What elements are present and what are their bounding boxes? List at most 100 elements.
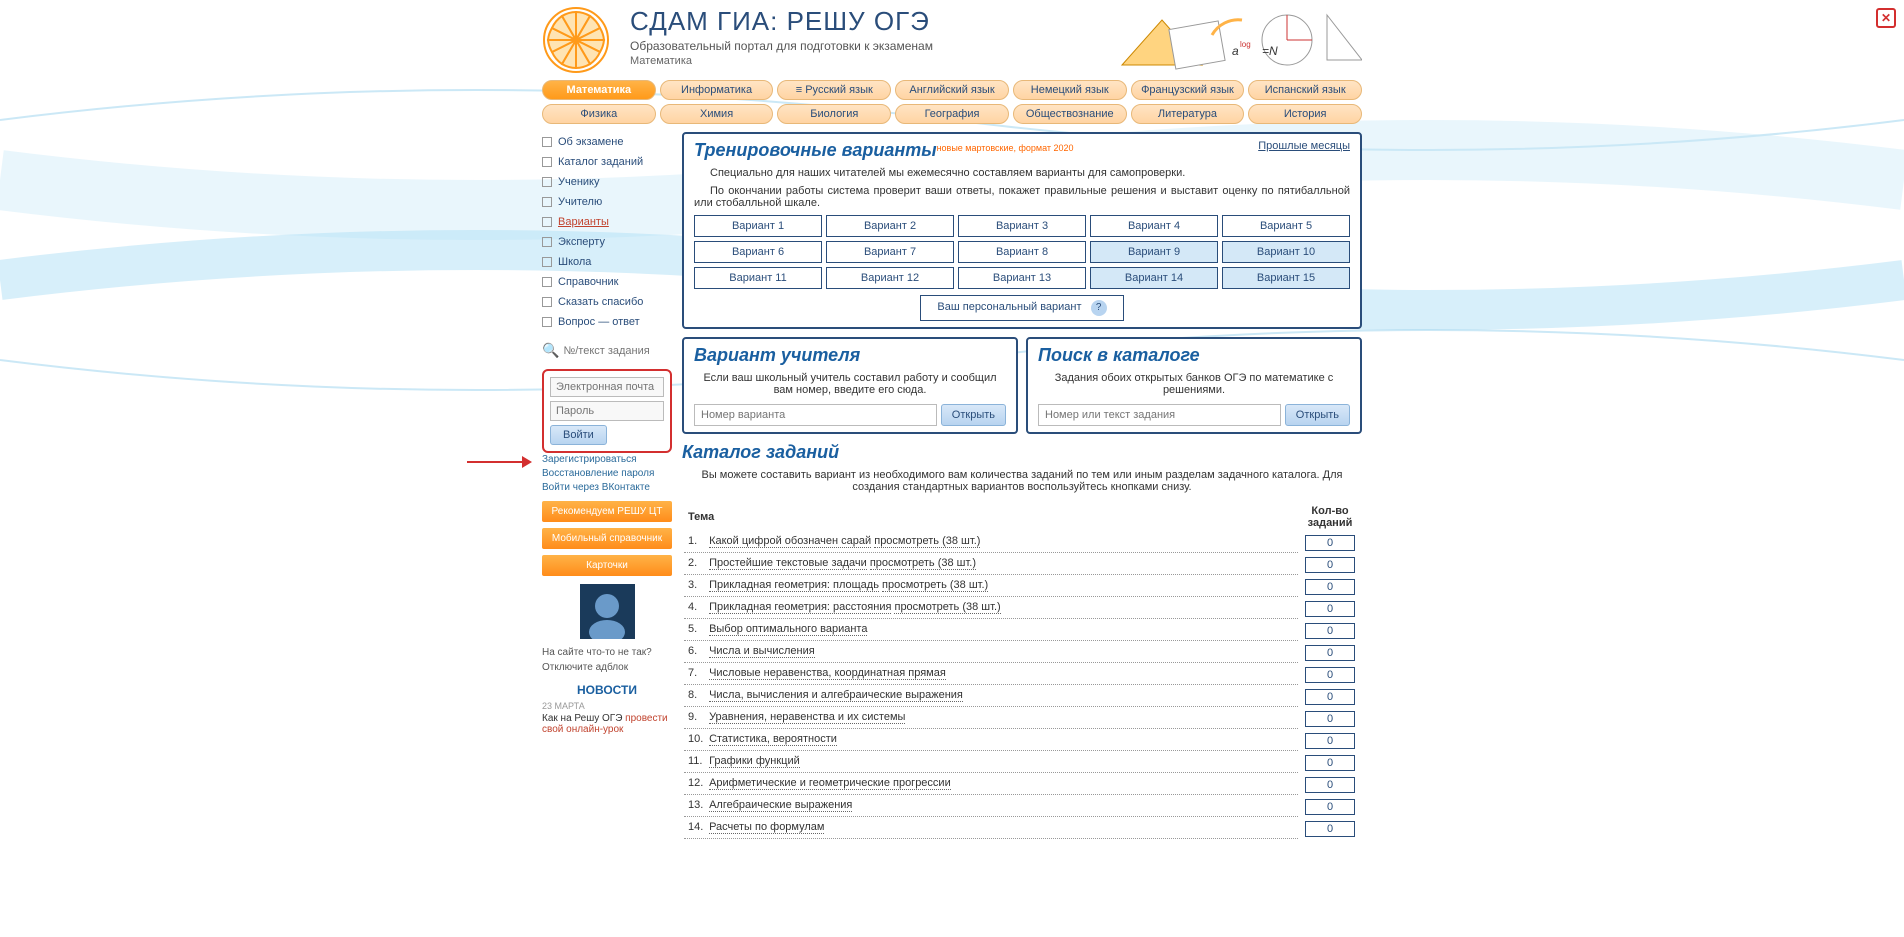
checkbox-icon: [542, 257, 552, 267]
news-item[interactable]: Как на Решу ОГЭ провести свой онлайн-уро…: [542, 713, 672, 735]
variant-button[interactable]: Вариант 10: [1222, 241, 1350, 263]
email-input[interactable]: [550, 377, 664, 397]
catalog-search-button[interactable]: Открыть: [1285, 404, 1350, 426]
topic-link[interactable]: Какой цифрой обозначен сарай: [709, 535, 871, 548]
count-input[interactable]: [1305, 799, 1355, 815]
topic-link[interactable]: Прикладная геометрия: площадь: [709, 579, 879, 592]
count-input[interactable]: [1305, 557, 1355, 573]
nav-tab[interactable]: Французский язык: [1131, 80, 1245, 100]
count-input[interactable]: [1305, 821, 1355, 837]
view-link[interactable]: просмотреть (38 шт.): [874, 535, 980, 548]
teacher-open-button[interactable]: Открыть: [941, 404, 1006, 426]
count-input[interactable]: [1305, 689, 1355, 705]
variant-button[interactable]: Вариант 1: [694, 215, 822, 237]
login-button[interactable]: Войти: [550, 425, 607, 445]
nav-tab[interactable]: Информатика: [660, 80, 774, 100]
nav-tab[interactable]: Физика: [542, 104, 656, 124]
nav-tab[interactable]: Биология: [777, 104, 891, 124]
sidebar-item[interactable]: Варианты: [542, 212, 672, 232]
checkbox-icon: [542, 317, 552, 327]
nav-tab[interactable]: Литература: [1131, 104, 1245, 124]
sidebar-item[interactable]: Ученику: [542, 172, 672, 192]
sidebar-search-input[interactable]: [563, 345, 672, 357]
count-input[interactable]: [1305, 601, 1355, 617]
sidebar-item[interactable]: Вопрос — ответ: [542, 312, 672, 332]
view-link[interactable]: просмотреть (38 шт.): [870, 557, 976, 570]
count-input[interactable]: [1305, 777, 1355, 793]
nav-tab[interactable]: ≡ Русский язык: [777, 80, 891, 100]
variant-button[interactable]: Вариант 13: [958, 267, 1086, 289]
variant-button[interactable]: Вариант 9: [1090, 241, 1218, 263]
search-icon: 🔍: [542, 342, 559, 359]
count-input[interactable]: [1305, 667, 1355, 683]
variant-button[interactable]: Вариант 14: [1090, 267, 1218, 289]
variant-button[interactable]: Вариант 12: [826, 267, 954, 289]
topic-link[interactable]: Арифметические и геометрические прогресс…: [709, 777, 951, 790]
topic-link[interactable]: Простейшие текстовые задачи: [709, 557, 867, 570]
search-desc: Задания обоих открытых банков ОГЭ по мат…: [1038, 372, 1350, 396]
sidebar-item[interactable]: Каталог заданий: [542, 152, 672, 172]
catalog-row: 6. Числа и вычисления: [684, 643, 1360, 663]
count-input[interactable]: [1305, 645, 1355, 661]
count-input[interactable]: [1305, 579, 1355, 595]
nav-tab[interactable]: Математика: [542, 80, 656, 100]
search-title: Поиск в каталоге: [1038, 345, 1200, 365]
past-months-link[interactable]: Прошлые месяцы: [1258, 140, 1350, 152]
nav-tab[interactable]: Английский язык: [895, 80, 1009, 100]
password-input[interactable]: [550, 401, 664, 421]
count-input[interactable]: [1305, 755, 1355, 771]
variant-button[interactable]: Вариант 8: [958, 241, 1086, 263]
variant-button[interactable]: Вариант 11: [694, 267, 822, 289]
catalog-row: 13. Алгебраические выражения: [684, 797, 1360, 817]
view-link[interactable]: просмотреть (38 шт.): [882, 579, 988, 592]
catalog-search-input[interactable]: [1038, 404, 1281, 426]
sidebar-item[interactable]: Школа: [542, 252, 672, 272]
avatar-image[interactable]: [580, 584, 635, 639]
promo-button[interactable]: Рекомендуем РЕШУ ЦТ: [542, 501, 672, 522]
variant-button[interactable]: Вариант 6: [694, 241, 822, 263]
logo-icon: [542, 6, 610, 74]
count-input[interactable]: [1305, 535, 1355, 551]
personal-variant-button[interactable]: Ваш персональный вариант ?: [920, 295, 1123, 321]
nav-tab[interactable]: История: [1248, 104, 1362, 124]
variant-button[interactable]: Вариант 4: [1090, 215, 1218, 237]
promo-button[interactable]: Карточки: [542, 555, 672, 576]
topic-link[interactable]: Выбор оптимального варианта: [709, 623, 867, 636]
nav-tab[interactable]: Немецкий язык: [1013, 80, 1127, 100]
nav-tab[interactable]: Химия: [660, 104, 774, 124]
nav-tab[interactable]: Испанский язык: [1248, 80, 1362, 100]
count-input[interactable]: [1305, 733, 1355, 749]
topic-link[interactable]: Прикладная геометрия: расстояния: [709, 601, 891, 614]
sidebar-item[interactable]: Эксперту: [542, 232, 672, 252]
nav-tab[interactable]: География: [895, 104, 1009, 124]
topic-link[interactable]: Уравнения, неравенства и их системы: [709, 711, 905, 724]
topic-link[interactable]: Статистика, вероятности: [709, 733, 837, 746]
variant-button[interactable]: Вариант 7: [826, 241, 954, 263]
promo-button[interactable]: Мобильный справочник: [542, 528, 672, 549]
sidebar-link[interactable]: Восстановление пароля: [542, 467, 672, 481]
topic-link[interactable]: Графики функций: [709, 755, 800, 768]
teacher-variant-input[interactable]: [694, 404, 937, 426]
help-icon[interactable]: ?: [1091, 300, 1107, 316]
topic-link[interactable]: Числа, вычисления и алгебраические выраж…: [709, 689, 963, 702]
topic-link[interactable]: Числовые неравенства, координатная пряма…: [709, 667, 946, 680]
variant-button[interactable]: Вариант 3: [958, 215, 1086, 237]
catalog-row: 8. Числа, вычисления и алгебраические вы…: [684, 687, 1360, 707]
topic-link[interactable]: Алгебраические выражения: [709, 799, 852, 812]
close-icon[interactable]: ✕: [1876, 8, 1896, 28]
nav-tab[interactable]: Обществознание: [1013, 104, 1127, 124]
sidebar-item[interactable]: Справочник: [542, 272, 672, 292]
variant-button[interactable]: Вариант 5: [1222, 215, 1350, 237]
sidebar-item[interactable]: Учителю: [542, 192, 672, 212]
sidebar-item[interactable]: Об экзамене: [542, 132, 672, 152]
view-link[interactable]: просмотреть (38 шт.): [894, 601, 1000, 614]
topic-link[interactable]: Расчеты по формулам: [709, 821, 824, 834]
sidebar-link[interactable]: Зарегистрироваться: [542, 453, 672, 467]
variant-button[interactable]: Вариант 15: [1222, 267, 1350, 289]
variant-button[interactable]: Вариант 2: [826, 215, 954, 237]
sidebar-item[interactable]: Сказать спасибо: [542, 292, 672, 312]
topic-link[interactable]: Числа и вычисления: [709, 645, 815, 658]
count-input[interactable]: [1305, 623, 1355, 639]
count-input[interactable]: [1305, 711, 1355, 727]
sidebar-link[interactable]: Войти через ВКонтакте: [542, 481, 672, 495]
